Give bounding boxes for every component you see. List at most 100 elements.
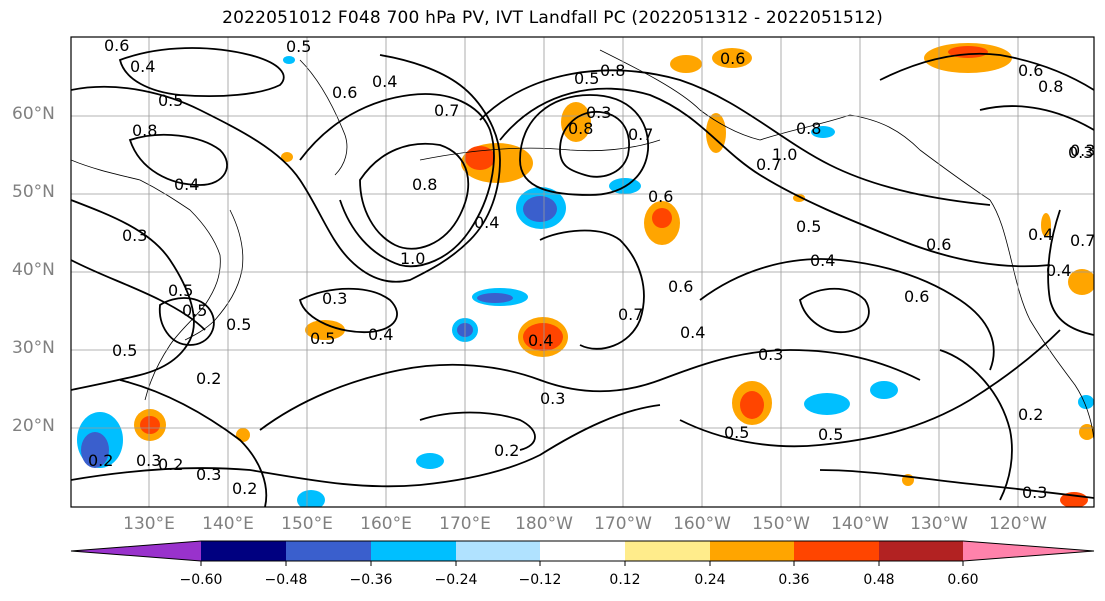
contour-label: 0.8 xyxy=(412,175,437,194)
lon-label: 120°W xyxy=(989,514,1047,534)
contour-label: 0.7 xyxy=(618,305,643,324)
contour-label: 0.5 xyxy=(226,315,251,334)
colorbar-tick-label: −0.12 xyxy=(518,572,562,588)
contour-label: 0.4 xyxy=(474,213,499,232)
contour-label: 0.4 xyxy=(130,57,155,76)
contour-label: 0.2 xyxy=(88,451,113,470)
contour-label: 0.4 xyxy=(1028,225,1053,244)
shaded-patch xyxy=(523,323,563,351)
shaded-patch xyxy=(283,56,295,64)
colorbar-tick-label: 0.24 xyxy=(694,572,726,588)
contour-label: 0.6 xyxy=(720,49,745,68)
colorbar-extend-left xyxy=(71,541,201,561)
colorbar-segment xyxy=(625,541,710,561)
colorbar xyxy=(70,540,1095,566)
colorbar-tick-label: −0.24 xyxy=(434,572,478,588)
contour-label: 0.5 xyxy=(158,91,183,110)
contour-label: 0.3 xyxy=(1068,143,1093,162)
pv-contour xyxy=(879,52,1094,91)
contour-label: 0.6 xyxy=(904,287,929,306)
lon-label: 170°W xyxy=(594,514,652,534)
pv-contour xyxy=(259,349,921,431)
contour-label: 0.4 xyxy=(1046,261,1071,280)
contour-label: 0.8 xyxy=(132,121,157,140)
contour-label: 0.8 xyxy=(1038,77,1063,96)
pv-contour xyxy=(128,133,228,186)
plot-frame xyxy=(70,36,1095,508)
coastline-east-asia xyxy=(71,159,221,401)
shaded-patch xyxy=(281,152,293,162)
pv-contour xyxy=(519,94,649,196)
shaded-patch xyxy=(712,48,752,68)
lat-label: 50°N xyxy=(12,182,55,202)
pv-contour xyxy=(419,411,536,451)
contour-label: 0.2 xyxy=(232,479,257,498)
contour-label: 0.5 xyxy=(724,423,749,442)
contour-label: 0.4 xyxy=(174,175,199,194)
contour-label: 0.8 xyxy=(568,119,593,138)
contour-label: 0.5 xyxy=(574,69,599,88)
lon-label: 130°E xyxy=(123,514,175,534)
contour-label: 0.7 xyxy=(756,155,781,174)
lat-label: 20°N xyxy=(12,416,55,436)
colorbar-tick-label: −0.36 xyxy=(349,572,393,588)
pv-contour xyxy=(158,297,215,346)
colorbar-extend-right xyxy=(963,541,1094,561)
contour-labels: 0.6 0.5 0.4 0.5 0.6 0.8 0.7 0.4 0.8 1.0 … xyxy=(88,37,1095,502)
lon-label: 140°E xyxy=(202,514,254,534)
contour-label: 0.2 xyxy=(1018,405,1043,424)
colorbar-segment xyxy=(371,541,456,561)
pv-contour xyxy=(499,87,1051,268)
contour-label: 0.2 xyxy=(494,441,519,460)
colorbar-segment xyxy=(286,541,371,561)
shaded-patch xyxy=(811,126,835,138)
shaded-patch xyxy=(652,208,672,228)
contour-label: 0.6 xyxy=(332,83,357,102)
pv-contour xyxy=(798,287,870,333)
contour-label: 0.3 xyxy=(122,226,147,245)
colorbar-segment xyxy=(710,541,794,561)
shaded-patch xyxy=(236,428,250,442)
contour-label: 1.0 xyxy=(400,249,425,268)
colorbar-tick-label: 0.36 xyxy=(778,572,810,588)
contour-label: 0.7 xyxy=(1070,231,1095,250)
pv-contour xyxy=(298,287,398,334)
contour-label: 0.5 xyxy=(796,217,821,236)
colorbar-segment xyxy=(879,541,963,561)
colorbar-segment xyxy=(456,541,540,561)
shaded-patch xyxy=(416,453,444,469)
contour-label: 0.3 xyxy=(540,389,565,408)
lon-label: 180°W xyxy=(515,514,573,534)
shaded-patch xyxy=(305,320,345,340)
contour-label: 0.8 xyxy=(600,61,625,80)
shaded-patch xyxy=(297,490,325,507)
pv-contour xyxy=(71,259,206,331)
lon-label: 170°E xyxy=(439,514,491,534)
lat-label: 60°N xyxy=(12,104,55,124)
pv-contour xyxy=(979,105,1094,131)
contour-label: 0.3 xyxy=(196,465,221,484)
coastline-north-america xyxy=(989,199,1094,441)
pv-contour xyxy=(71,54,501,283)
contour-label: 0.2 xyxy=(158,455,183,474)
lon-label: 150°E xyxy=(281,514,333,534)
pv-contour xyxy=(679,329,1061,448)
contour-label: 0.6 xyxy=(1018,61,1043,80)
contour-label: 0.6 xyxy=(926,235,951,254)
coastline-kamchatka xyxy=(299,59,348,176)
colorbar-segment xyxy=(794,541,879,561)
pv-contour xyxy=(559,111,630,178)
shaded-patch xyxy=(1068,269,1094,295)
colorbar-tick-label: 0.12 xyxy=(609,572,641,588)
colorbar-segment xyxy=(201,541,286,561)
pv-contour xyxy=(71,199,195,391)
contour-label: 0.5 xyxy=(182,301,207,320)
shaded-patch xyxy=(1078,395,1094,409)
shaded-patch xyxy=(804,393,850,415)
contour-label: 0.4 xyxy=(368,325,393,344)
pv-contour xyxy=(939,349,1013,501)
pv-contour xyxy=(479,69,991,206)
lon-label: 130°W xyxy=(910,514,968,534)
contour-label: 0.2 xyxy=(196,369,221,388)
